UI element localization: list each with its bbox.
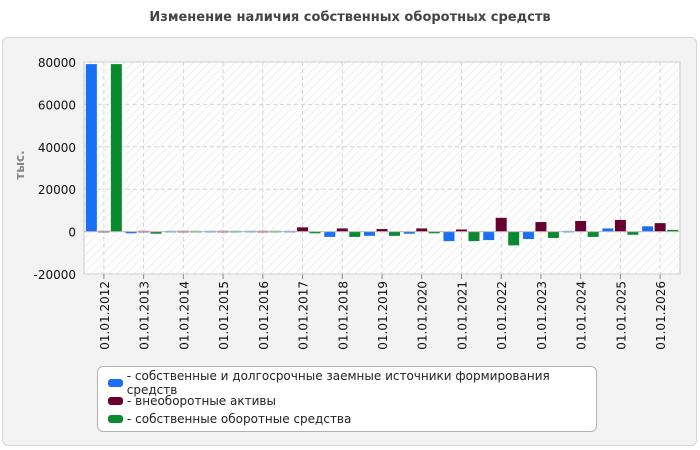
bar-series-2 [614,219,626,232]
x-tick-label: 01.01.2012 [98,281,112,350]
y-tick-label: 80000 [38,56,76,70]
x-tick-label: 01.01.2023 [535,281,549,350]
legend-item-noncurrent-assets: - внеоборотные активы [108,392,596,410]
bar-series-1 [522,231,534,240]
bar-series-1 [364,231,375,236]
legend-swatch-working-capital [108,415,123,423]
chart-title: Изменение наличия собственных оборотных … [149,10,551,25]
x-tick-label: 01.01.2024 [575,281,589,350]
y-tick-labels: -20000 0 20000 40000 60000 80000 [33,56,76,282]
legend-item-working-capital: - собственные оборотные средства [108,410,596,428]
bar-series-3 [428,231,440,234]
bar-series-1 [85,64,97,232]
bar-series-3 [667,229,679,232]
x-tick-label: 01.01.2014 [177,281,191,350]
y-tick-label: 60000 [38,98,76,112]
bar-series-3 [389,231,400,236]
y-tick-label: 0 [68,226,76,240]
bar-series-2 [495,217,507,232]
x-tick-label: 01.01.2017 [297,281,311,350]
x-tick-label: 01.01.2021 [455,281,469,350]
x-tick-label: 01.01.2013 [138,281,152,350]
bar-series-2 [297,227,309,232]
bar-series-3 [349,231,361,237]
y-tick-label: 40000 [38,141,76,155]
y-axis-label: тыс. [13,150,27,179]
x-tick-label: 01.01.2015 [217,281,231,350]
bar-series-1 [403,231,415,234]
legend-label-working-capital: - собственные оборотные средства [127,412,352,426]
bar-series-3 [110,64,122,232]
bar-series-1 [483,231,495,241]
x-tick-label: 01.01.2019 [376,281,390,350]
bar-series-2 [654,223,666,232]
bar-series-3 [468,231,480,242]
x-tick-label: 01.01.2026 [654,281,668,350]
bars-group [84,64,680,246]
legend-label-noncurrent-assets: - внеоборотные активы [127,394,276,408]
y-tick-label: 20000 [38,183,76,197]
bar-series-3 [508,231,520,246]
x-tick-label: 01.01.2022 [495,281,509,350]
legend-swatch-sources [108,379,123,387]
bar-series-1 [642,226,654,232]
bar-series-2 [376,229,388,232]
bar-series-3 [309,231,321,234]
legend-item-sources: - собственные и долгосрочные заемные ист… [108,369,596,397]
bar-series-2 [336,228,348,232]
bar-series-2 [535,222,547,232]
vertical-gridlines [103,62,661,279]
bar-series-1 [443,231,455,242]
bar-series-3 [627,231,639,235]
bar-series-1 [602,228,614,232]
bar-series-2 [575,221,587,232]
bar-series-3 [547,231,559,238]
x-tick-label: 01.01.2020 [416,281,430,350]
bar-series-3 [587,231,599,237]
x-tick-label: 01.01.2018 [336,281,350,350]
legend: - собственные и долгосрочные заемные ист… [97,366,597,432]
legend-swatch-noncurrent-assets [108,397,123,405]
x-tick-label: 01.01.2016 [257,281,271,350]
bar-series-2 [455,229,467,232]
bar-series-1 [125,231,137,234]
legend-label-sources: - собственные и долгосрочные заемные ист… [126,369,550,397]
x-tick-labels: 01.01.2012 01.01.2013 01.01.2014 01.01.2015… [98,281,668,350]
bar-series-2 [416,228,428,232]
bar-series-1 [324,231,336,237]
y-tick-label: -20000 [33,268,76,282]
x-tick-label: 01.01.2025 [614,281,628,350]
bar-series-3 [150,231,162,234]
